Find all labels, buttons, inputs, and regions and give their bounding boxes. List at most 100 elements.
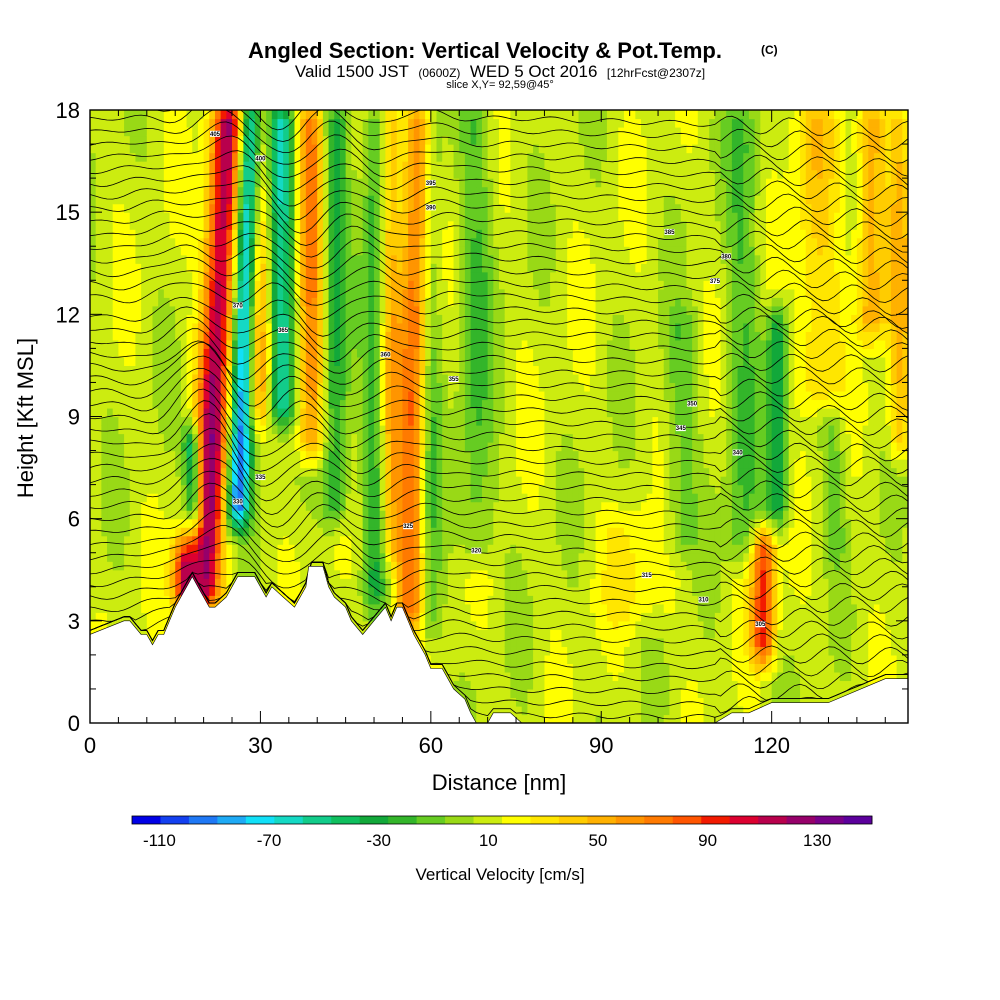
velocity-cell	[300, 322, 307, 332]
velocity-cell	[277, 416, 284, 426]
velocity-cell	[419, 220, 426, 230]
velocity-cell	[254, 118, 262, 128]
velocity-cell	[249, 135, 256, 145]
velocity-cell	[146, 501, 154, 511]
velocity-cell	[368, 246, 375, 256]
velocity-cell	[356, 493, 364, 503]
velocity-cell	[339, 263, 347, 273]
velocity-cell	[214, 161, 222, 171]
velocity-cell	[209, 339, 216, 349]
velocity-cell	[351, 561, 358, 571]
velocity-cell	[288, 348, 296, 358]
velocity-cell	[459, 493, 466, 503]
velocity-cell	[209, 373, 216, 384]
velocity-cell	[260, 527, 267, 537]
velocity-cell	[146, 620, 154, 630]
velocity-cell	[379, 110, 386, 120]
velocity-cell	[129, 399, 137, 409]
velocity-cell	[152, 220, 159, 230]
velocity-cell	[169, 297, 176, 307]
velocity-cell	[317, 127, 324, 137]
velocity-cell	[203, 373, 210, 384]
velocity-cell	[453, 501, 460, 511]
velocity-cell	[180, 518, 188, 528]
velocity-cell	[169, 305, 176, 315]
velocity-cell	[419, 271, 426, 281]
velocity-cell	[408, 459, 415, 469]
velocity-cell	[214, 561, 222, 571]
velocity-cell	[271, 331, 279, 341]
velocity-cell	[453, 442, 460, 452]
velocity-cell	[112, 416, 119, 426]
velocity-cell	[328, 178, 335, 188]
velocity-cell	[430, 152, 438, 162]
velocity-cell	[385, 254, 392, 264]
velocity-cell	[356, 297, 364, 307]
velocity-cell	[470, 697, 477, 707]
velocity-cell	[237, 110, 244, 120]
velocity-cell	[186, 186, 193, 196]
velocity-cell	[197, 110, 205, 120]
velocity-cell	[141, 390, 148, 401]
velocity-cell	[430, 535, 438, 545]
plot-area: 4054003953903853803753703653603553503453…	[90, 110, 908, 723]
velocity-cell	[351, 288, 358, 298]
velocity-cell	[197, 552, 205, 562]
velocity-cell	[322, 510, 330, 520]
velocity-cell	[101, 476, 108, 486]
velocity-cell	[158, 288, 165, 298]
velocity-cell	[368, 356, 375, 367]
velocity-cell	[317, 450, 324, 460]
velocity-cell	[430, 322, 438, 332]
velocity-cell	[90, 450, 97, 460]
velocity-cell	[300, 348, 307, 358]
velocity-cell	[436, 569, 443, 579]
velocity-cell	[294, 314, 301, 324]
velocity-cell	[425, 271, 432, 281]
velocity-cell	[368, 467, 375, 477]
velocity-cell	[197, 484, 205, 494]
velocity-cell	[459, 552, 466, 562]
velocity-cell	[266, 450, 273, 460]
velocity-cell	[220, 135, 227, 145]
velocity-cell	[124, 459, 131, 469]
velocity-cell	[470, 433, 477, 443]
velocity-cell	[379, 186, 386, 196]
velocity-cell	[163, 186, 171, 196]
velocity-cell	[163, 569, 171, 579]
velocity-cell	[408, 544, 415, 554]
velocity-cell	[101, 271, 108, 281]
velocity-cell	[425, 654, 432, 664]
velocity-cell	[345, 442, 352, 452]
velocity-cell	[112, 169, 119, 179]
velocity-cell	[300, 373, 307, 384]
velocity-cell	[351, 527, 358, 537]
velocity-cell	[141, 254, 148, 264]
velocity-cell	[95, 390, 102, 401]
velocity-cell	[90, 161, 97, 171]
velocity-cell	[419, 365, 426, 375]
velocity-cell	[192, 442, 199, 452]
velocity-cell	[118, 195, 125, 205]
velocity-cell	[368, 476, 375, 486]
velocity-cell	[430, 595, 438, 605]
velocity-cell	[362, 535, 369, 545]
velocity-cell	[232, 450, 239, 460]
velocity-cell	[362, 603, 369, 613]
velocity-cell	[232, 229, 239, 239]
velocity-cell	[362, 288, 369, 298]
velocity-cell	[243, 135, 250, 145]
velocity-cell	[464, 467, 472, 477]
velocity-cell	[214, 399, 222, 409]
velocity-cell	[317, 433, 324, 443]
velocity-cell	[158, 612, 165, 622]
velocity-cell	[129, 314, 137, 324]
velocity-cell	[464, 246, 472, 256]
velocity-cell	[464, 118, 472, 128]
velocity-cell	[368, 161, 375, 171]
velocity-cell	[260, 373, 267, 384]
velocity-cell	[300, 484, 307, 494]
velocity-cell	[249, 399, 256, 409]
velocity-cell	[322, 442, 330, 452]
velocity-cell	[374, 229, 381, 239]
